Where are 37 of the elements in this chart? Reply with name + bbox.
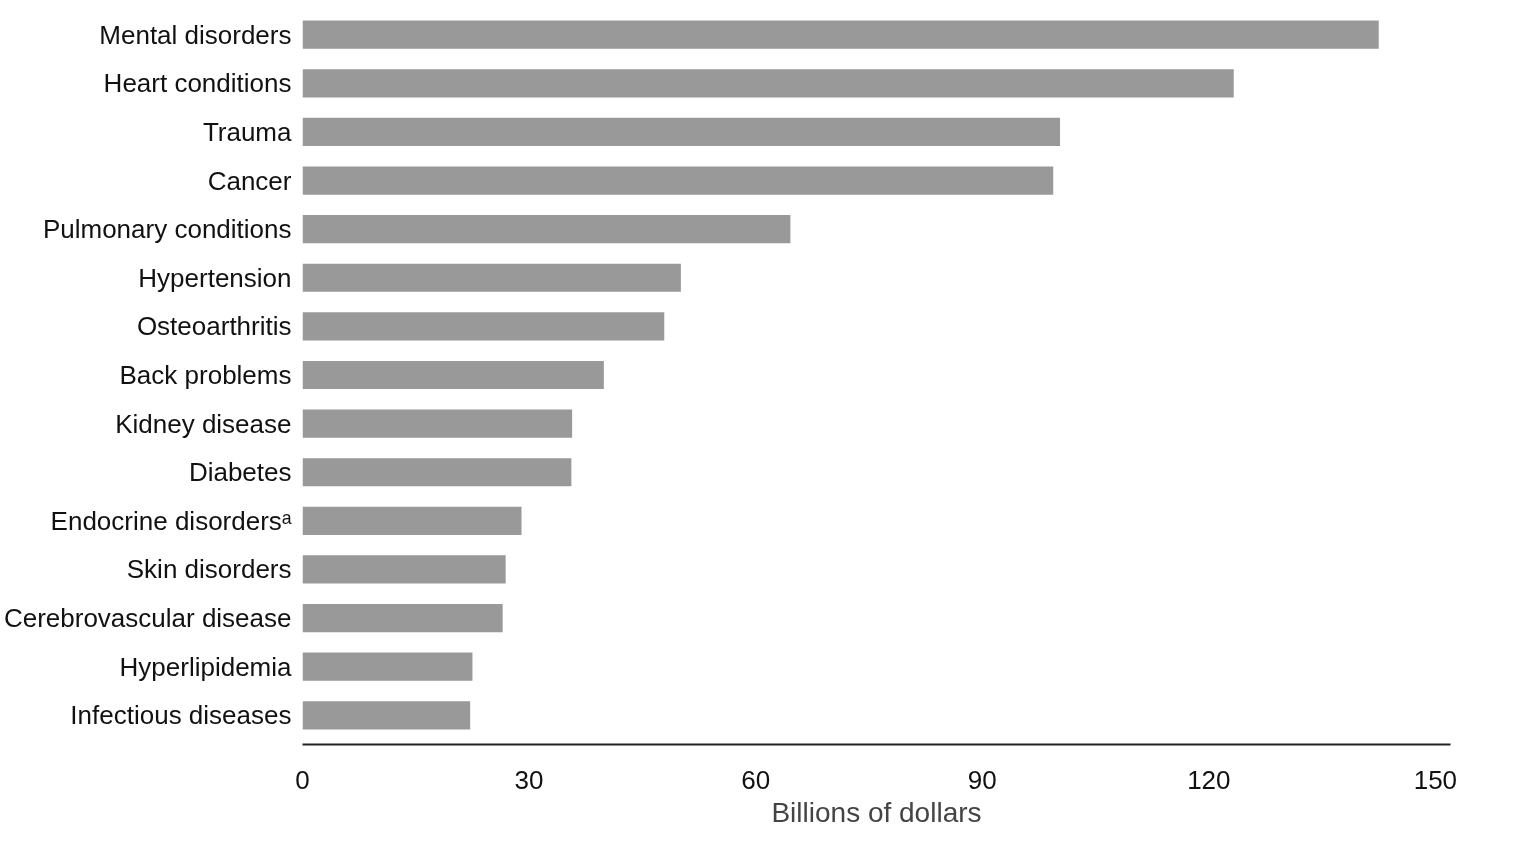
bar [302,458,572,487]
y-tick-label: Skin disorders [126,554,292,585]
x-tick-label: 30 [514,764,544,795]
y-tick-label: Trauma [202,116,293,147]
bar [302,652,473,681]
y-tick-label: Pulmonary conditions [42,214,292,245]
bar [302,555,506,584]
bar [302,166,1054,195]
bar [302,506,522,535]
y-tick-label: Infectious diseases [70,700,292,731]
y-tick-label: Endocrine disordersᵃ [50,505,292,536]
bar [302,701,471,730]
bar [302,360,604,390]
y-tick-label: Cerebrovascular disease [3,603,292,634]
bar [302,409,573,438]
y-tick-label: Back problems [119,360,292,390]
x-tick-label: 60 [741,764,771,795]
x-tick-label: 150 [1413,764,1458,795]
x-tick-label: 120 [1187,764,1231,795]
x-tick-label: 0 [295,764,310,795]
y-tick-label: Hypertension [138,262,292,293]
bar [302,117,1061,147]
x-tick-label: 90 [967,764,997,795]
y-tick-label: Hyperlipidemia [119,651,293,682]
y-tick-label: Osteoarthritis [136,311,292,342]
bar [302,69,1234,98]
y-tick-label: Mental disorders [99,19,292,50]
bar [302,20,1379,49]
bar [302,603,503,633]
y-tick-label: Cancer [207,165,292,196]
bar [302,312,665,341]
x-axis-title: Billions of dollars [771,796,982,828]
y-tick-label: Diabetes [188,457,292,488]
bar [302,263,681,292]
y-tick-label: Kidney disease [115,408,292,439]
y-tick-label: Heart conditions [103,68,292,99]
bar [302,215,791,244]
